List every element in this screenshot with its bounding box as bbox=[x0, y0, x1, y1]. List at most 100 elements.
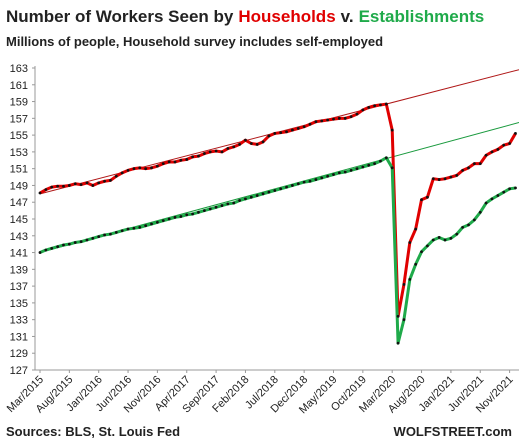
title-series-b: Establishments bbox=[359, 7, 485, 26]
data-point bbox=[97, 181, 101, 185]
data-point bbox=[144, 224, 148, 228]
data-point bbox=[273, 189, 277, 192]
data-point bbox=[426, 244, 429, 248]
data-point bbox=[455, 232, 459, 236]
data-point bbox=[226, 202, 230, 206]
data-point bbox=[91, 184, 95, 187]
data-point bbox=[514, 186, 517, 190]
data-point bbox=[185, 213, 189, 217]
data-point bbox=[44, 188, 48, 192]
data-point bbox=[502, 143, 506, 147]
data-point bbox=[50, 185, 54, 189]
y-tick-label: 129 bbox=[10, 348, 28, 360]
title-joiner: v. bbox=[341, 7, 354, 26]
data-point bbox=[67, 242, 71, 246]
data-point bbox=[173, 215, 177, 219]
data-point bbox=[197, 210, 200, 214]
data-point bbox=[332, 173, 335, 176]
data-point bbox=[337, 116, 341, 120]
data-point bbox=[496, 194, 500, 197]
data-point bbox=[109, 232, 112, 236]
data-point bbox=[414, 262, 418, 266]
data-point bbox=[408, 278, 412, 281]
data-point bbox=[185, 158, 189, 161]
data-point bbox=[238, 199, 241, 202]
y-tick-label: 153 bbox=[10, 147, 28, 159]
series-line bbox=[39, 102, 517, 318]
data-point bbox=[472, 162, 476, 166]
data-point bbox=[156, 164, 159, 168]
data-point bbox=[67, 184, 71, 187]
data-point bbox=[343, 170, 347, 174]
data-point bbox=[191, 155, 195, 159]
y-tick-label: 135 bbox=[10, 298, 28, 310]
data-point bbox=[279, 187, 283, 191]
data-point bbox=[62, 184, 65, 188]
y-tick-label: 149 bbox=[10, 180, 28, 192]
data-point bbox=[179, 158, 183, 162]
data-point bbox=[267, 134, 271, 138]
data-point bbox=[73, 241, 77, 244]
data-point bbox=[490, 150, 494, 154]
y-tick-label: 139 bbox=[10, 264, 28, 276]
data-point bbox=[379, 159, 382, 163]
data-point bbox=[161, 219, 165, 223]
data-point bbox=[296, 126, 300, 130]
data-point bbox=[126, 168, 130, 172]
data-point bbox=[156, 220, 159, 224]
data-point bbox=[202, 152, 206, 155]
data-point bbox=[420, 250, 423, 254]
series-line bbox=[39, 156, 516, 345]
data-point bbox=[437, 236, 441, 239]
y-tick-label: 137 bbox=[10, 281, 28, 293]
data-point bbox=[226, 147, 230, 150]
subtitle: Millions of people, Household survey inc… bbox=[6, 34, 383, 49]
data-point bbox=[343, 116, 347, 120]
data-point bbox=[97, 235, 101, 239]
data-point bbox=[132, 226, 136, 230]
data-point bbox=[244, 197, 247, 201]
data-point bbox=[132, 167, 136, 171]
y-tick-label: 143 bbox=[10, 231, 28, 243]
data-point bbox=[472, 218, 476, 222]
y-tick-label: 147 bbox=[10, 197, 28, 209]
data-point bbox=[390, 128, 394, 132]
title-prefix: Number of Workers Seen by bbox=[6, 7, 234, 26]
data-point bbox=[420, 198, 423, 202]
data-point bbox=[79, 183, 83, 187]
data-point bbox=[103, 179, 106, 183]
data-point bbox=[273, 132, 277, 135]
data-point bbox=[291, 184, 294, 187]
data-point bbox=[408, 241, 412, 244]
data-point bbox=[91, 236, 95, 240]
data-point bbox=[461, 225, 465, 229]
data-point bbox=[431, 177, 435, 181]
data-point bbox=[508, 187, 511, 191]
data-point bbox=[431, 238, 435, 242]
data-point bbox=[320, 176, 324, 180]
data-point bbox=[114, 231, 118, 234]
data-point bbox=[232, 201, 236, 205]
data-point bbox=[38, 251, 42, 254]
data-point bbox=[302, 125, 306, 129]
data-point bbox=[467, 166, 470, 170]
data-point bbox=[373, 104, 376, 108]
data-point bbox=[478, 210, 482, 214]
data-point bbox=[255, 194, 259, 197]
data-point bbox=[62, 243, 65, 247]
data-point bbox=[56, 184, 60, 188]
data-point bbox=[367, 106, 371, 109]
data-point bbox=[56, 245, 60, 249]
data-point bbox=[314, 178, 318, 181]
data-point bbox=[302, 180, 306, 184]
data-point bbox=[414, 227, 418, 231]
data-point bbox=[443, 238, 447, 242]
data-point bbox=[267, 190, 271, 194]
data-point bbox=[361, 108, 365, 112]
data-point bbox=[50, 246, 54, 250]
data-point bbox=[443, 177, 447, 181]
data-point bbox=[291, 128, 294, 132]
data-point bbox=[244, 138, 247, 142]
data-point bbox=[38, 191, 42, 195]
